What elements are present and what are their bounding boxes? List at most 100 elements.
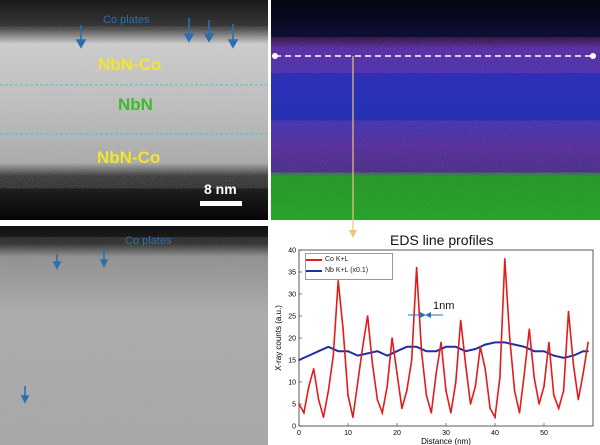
one-nm-annotation-arrows <box>408 312 443 318</box>
co-data-point <box>528 328 531 330</box>
chart-legend: Co K+L Nb K+L (x0.1) <box>305 253 393 280</box>
nb-data-point <box>474 348 477 350</box>
co-data-point <box>553 394 555 396</box>
co-data-point <box>548 341 550 344</box>
one-nm-annotation: 1nm <box>433 300 455 312</box>
nb-data-point <box>415 346 418 348</box>
y-tick-label: 30 <box>288 292 296 299</box>
hrstem-image: Co plates <box>0 226 268 445</box>
x-tick-label: 40 <box>491 430 499 437</box>
nb-data-point <box>572 354 575 357</box>
co-data-point <box>298 403 300 405</box>
nb-data-point <box>533 350 535 352</box>
nb-data-point <box>308 354 310 357</box>
layer-label-bottom: NbN-Co <box>97 148 161 167</box>
line-scan-end <box>590 53 596 59</box>
nb-data-point <box>366 352 369 355</box>
co-data-point <box>401 407 403 410</box>
legend-label-co: Co K+L <box>325 256 349 263</box>
x-axis-label: Distance (nm) <box>421 437 471 445</box>
co-data-point <box>361 346 364 348</box>
co-data-point <box>352 416 354 418</box>
co-data-point <box>332 354 335 357</box>
co-data-point <box>518 412 521 414</box>
co-data-point <box>381 412 384 414</box>
co-data-point <box>327 390 330 392</box>
nb-data-point <box>464 350 467 352</box>
legend-item-nb: Nb K+L (x0.1) <box>306 267 368 274</box>
nb-data-point <box>357 354 359 357</box>
eds-map-graphic <box>271 0 600 220</box>
co-data-point <box>538 403 540 405</box>
co-data-point <box>484 368 486 370</box>
co-data-point <box>572 363 575 366</box>
co-data-point <box>410 359 413 361</box>
co-data-point <box>562 390 565 392</box>
layer-label-middle: NbN <box>118 95 153 114</box>
y-tick-label: 15 <box>288 358 296 365</box>
co-data-point <box>557 407 560 410</box>
co-data-point <box>504 258 506 260</box>
co-data-point <box>582 372 584 374</box>
nb-data-point <box>337 350 339 352</box>
co-plate-arrows <box>75 18 239 49</box>
co-data-point <box>469 403 472 405</box>
nb-data-point <box>553 354 555 357</box>
hrstem-graphic <box>0 226 268 445</box>
co-data-point <box>308 385 310 388</box>
y-tick-label: 35 <box>288 270 296 277</box>
nb-data-point <box>327 346 330 348</box>
co-data-point <box>347 394 349 396</box>
co-data-point <box>317 398 320 401</box>
co-data-point <box>508 337 511 339</box>
co-data-point <box>543 385 545 388</box>
y-tick-label: 20 <box>288 336 296 343</box>
nb-data-point <box>455 346 457 348</box>
legend-item-co: Co K+L <box>306 256 349 263</box>
co-data-point <box>337 280 339 282</box>
nb-data-point <box>386 354 388 357</box>
nb-data-point <box>543 350 545 352</box>
line-scan-start <box>272 53 278 59</box>
stem-layers-graphic <box>0 0 268 220</box>
co-data-point <box>435 372 437 374</box>
nb-data-point <box>562 357 565 359</box>
co-data-point <box>312 368 315 370</box>
nb-data-point <box>396 350 398 352</box>
nb-data-point <box>298 359 300 361</box>
nb-data-point <box>376 350 379 352</box>
y-tick-label: 5 <box>292 402 296 409</box>
eds-line-profile-chart: 0 10 20 30 40 50 0 5 10 15 20 25 30 35 40 Distance (nm… <box>274 248 594 445</box>
stem-image-layers: Co plates NbN-Co NbN NbN-Co 8 nm <box>0 0 268 220</box>
x-tick-label: 50 <box>540 430 548 437</box>
x-tick-label: 0 <box>297 430 301 437</box>
nb-data-point <box>523 346 526 348</box>
co-data-point <box>366 315 369 317</box>
nb-data-point <box>513 343 516 346</box>
scale-bar <box>200 201 242 206</box>
co-data-point <box>376 398 379 401</box>
y-tick-label: 0 <box>292 424 296 431</box>
series-co-line <box>298 258 589 420</box>
nb-data-point <box>425 350 428 352</box>
co-data-point <box>415 266 418 269</box>
co-data-point <box>371 363 374 366</box>
co-data-point <box>357 381 359 383</box>
co-data-point <box>406 390 408 392</box>
co-data-point <box>489 407 491 410</box>
co-data-point <box>440 341 442 344</box>
co-plate-arrows-bottom <box>20 250 109 404</box>
co-data-point <box>567 310 570 313</box>
co-data-point <box>499 376 501 379</box>
co-data-point <box>303 412 305 414</box>
nb-data-point <box>347 350 349 352</box>
co-data-point <box>474 385 477 388</box>
co-data-point <box>450 412 452 414</box>
co-data-point <box>459 319 462 322</box>
co-data-point <box>430 412 433 414</box>
co-data-point <box>479 346 482 348</box>
co-data-point <box>391 337 393 339</box>
nb-data-point <box>445 346 447 348</box>
co-data-point <box>322 416 325 418</box>
co-data-point <box>386 385 388 388</box>
